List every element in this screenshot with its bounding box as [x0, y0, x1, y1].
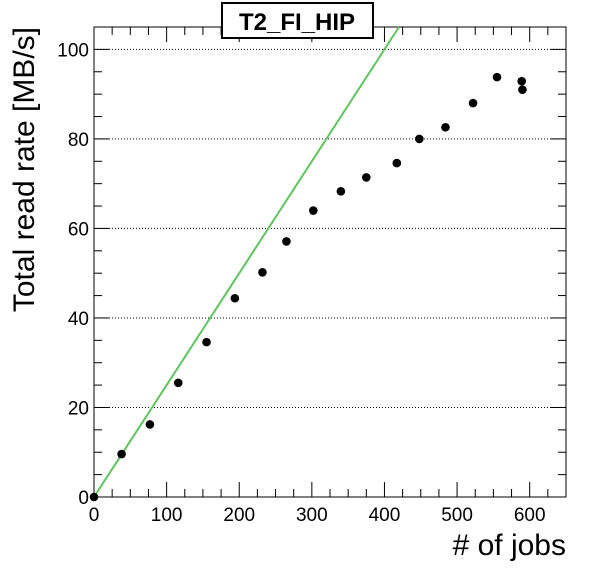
x-axis-title: # of jobs	[453, 529, 566, 562]
data-point	[173, 378, 183, 388]
y-axis-title: Total read rate [MB/s]	[8, 27, 41, 312]
y-tick-label: 60	[68, 219, 89, 240]
y-tick-label: 100	[57, 40, 89, 61]
x-tick-label: 0	[89, 505, 100, 526]
data-point	[282, 237, 291, 246]
data-point	[518, 85, 527, 94]
data-point	[415, 134, 424, 144]
x-tick-label: 200	[223, 505, 255, 526]
data-point	[145, 420, 155, 429]
data-point	[468, 98, 478, 108]
axes: 0 20 40 60 80 100 0 100 200 300 400 500 600	[57, 26, 567, 526]
data-point	[492, 72, 502, 82]
data-point	[517, 76, 527, 86]
data-point	[362, 173, 371, 182]
data-point	[202, 337, 211, 347]
y-tick-label: 80	[68, 130, 89, 151]
data-point	[336, 186, 346, 196]
data-point	[441, 122, 450, 132]
plot-frame	[93, 26, 567, 498]
data-point	[89, 492, 99, 502]
x-tick-label: 400	[369, 505, 401, 526]
x-tick-label: 100	[151, 505, 183, 526]
x-tick-label: 300	[296, 505, 328, 526]
data-point	[258, 267, 267, 277]
reference-line-group	[93, 26, 400, 498]
grid-lines	[94, 48, 566, 408]
x-tick-label: 500	[441, 505, 473, 526]
y-tick-label: 0	[78, 488, 89, 509]
data-point	[230, 293, 240, 303]
chart-title-box: T2_FI_HIP	[221, 2, 374, 39]
data-point	[117, 449, 126, 459]
chart-title-frame	[221, 2, 374, 39]
y-tick-label: 40	[68, 309, 89, 330]
y-tick-label: 20	[68, 398, 89, 419]
chart-title: T2_FI_HIP	[239, 9, 355, 36]
data-point	[392, 158, 402, 168]
data-points	[89, 72, 527, 502]
x-tick-label: 600	[514, 505, 546, 526]
reference-line	[93, 26, 400, 498]
data-point	[308, 206, 318, 215]
